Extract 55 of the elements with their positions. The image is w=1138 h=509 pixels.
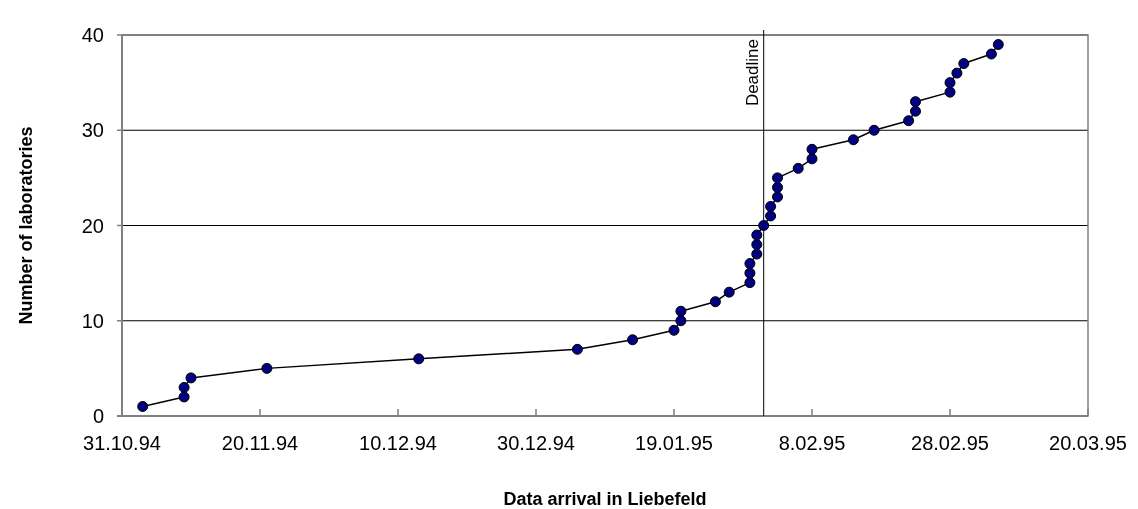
y-tick-label: 40 — [81, 24, 104, 46]
x-tick-label: 28.02.95 — [911, 432, 989, 454]
y-tick-label: 30 — [81, 119, 104, 142]
x-tick-label: 8.02.95 — [778, 432, 846, 454]
x-tick-label: 30.12.94 — [497, 432, 575, 454]
point — [185, 372, 197, 384]
point — [765, 200, 777, 212]
point — [868, 124, 880, 136]
x-tick-label: 20.03.95 — [1049, 432, 1127, 454]
point — [709, 296, 721, 308]
point — [744, 267, 756, 279]
point — [806, 153, 818, 165]
point — [751, 229, 763, 241]
point — [910, 105, 921, 117]
point — [958, 58, 970, 70]
point — [985, 48, 997, 60]
point — [751, 239, 763, 251]
point — [944, 86, 956, 98]
x-tick-label: 10.12.94 — [359, 432, 437, 454]
point — [178, 391, 190, 403]
point — [571, 343, 583, 355]
point — [627, 334, 639, 346]
y-tick-label: 0 — [92, 405, 104, 427]
ref-line-label: Deadline — [742, 39, 762, 107]
point — [413, 353, 425, 365]
x-tick-label: 19.01.95 — [635, 432, 713, 454]
point — [723, 286, 735, 298]
point — [772, 172, 783, 184]
point — [261, 362, 273, 374]
point — [903, 115, 915, 127]
point — [910, 96, 921, 108]
point — [675, 305, 687, 317]
y-axis-title: Number of laboratories — [16, 126, 36, 325]
point — [847, 134, 859, 146]
point — [758, 220, 770, 231]
point — [992, 39, 1004, 51]
point — [675, 315, 687, 327]
point — [772, 181, 783, 193]
point — [137, 400, 149, 412]
point — [744, 258, 756, 270]
y-tick-label: 10 — [81, 309, 104, 332]
x-axis-title: Data arrival in Liebefeld — [503, 489, 707, 509]
point — [765, 210, 777, 222]
point — [178, 381, 190, 393]
point — [944, 77, 956, 89]
y-tick-label: 20 — [81, 214, 104, 237]
point — [792, 162, 804, 174]
point — [751, 248, 763, 260]
x-tick-label: 31.10.94 — [83, 432, 161, 454]
point — [806, 143, 818, 155]
point — [772, 191, 783, 203]
point — [951, 67, 963, 79]
point — [668, 324, 680, 336]
point — [744, 277, 756, 289]
x-tick-label: 20.11.94 — [221, 432, 299, 454]
